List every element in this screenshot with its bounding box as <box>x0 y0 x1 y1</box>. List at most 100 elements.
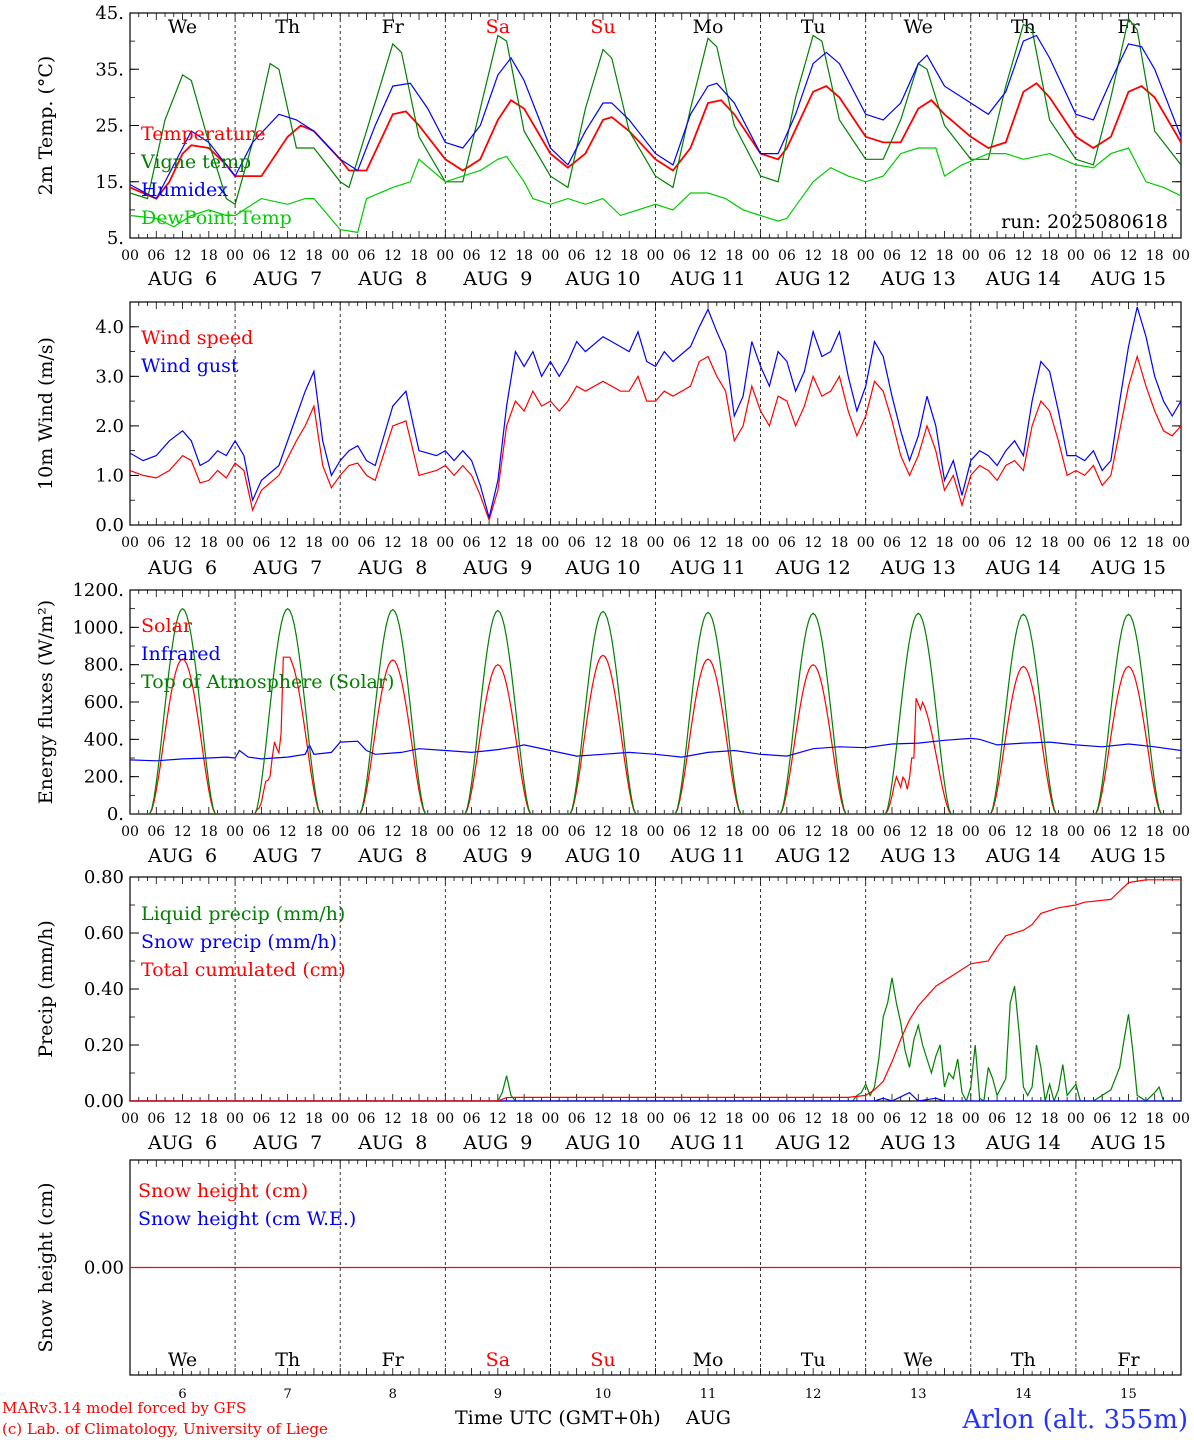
weekday-label: Fr <box>382 16 405 38</box>
weekday-label: Mo <box>693 16 724 38</box>
hour-tick-label: 06 <box>147 535 165 551</box>
hour-tick-label: 18 <box>515 824 533 840</box>
hour-tick-label: 06 <box>673 1111 691 1127</box>
hour-tick-label: 06 <box>252 824 270 840</box>
date-label: AUG 8 <box>357 845 427 867</box>
hour-tick-label: 06 <box>883 1111 901 1127</box>
series-line <box>130 737 1181 762</box>
hour-tick-label: 18 <box>620 535 638 551</box>
date-label: AUG 12 <box>775 268 851 290</box>
legend-entry: Liquid precip (mm/h) <box>141 903 345 925</box>
hour-tick-label: 18 <box>1146 248 1164 264</box>
hour-tick-label: 00 <box>1172 1111 1190 1127</box>
hour-tick-label: 06 <box>778 535 796 551</box>
y-tick-label: 0.00 <box>84 1091 124 1112</box>
y-tick-label: 400. <box>84 729 124 750</box>
date-label: AUG 10 <box>564 557 640 579</box>
hour-tick-label: 18 <box>620 248 638 264</box>
hour-tick-label: 18 <box>936 824 954 840</box>
date-label: AUG 7 <box>252 845 322 867</box>
hour-tick-label: 06 <box>988 1111 1006 1127</box>
date-label: AUG 13 <box>880 268 956 290</box>
hour-tick-label: 12 <box>909 535 927 551</box>
date-label: AUG 9 <box>462 1132 532 1154</box>
legend-entry: DewPoint Temp <box>141 207 292 229</box>
hour-tick-label: 00 <box>226 824 244 840</box>
hour-tick-label: 06 <box>252 535 270 551</box>
hour-tick-label: 06 <box>1093 1111 1111 1127</box>
hour-tick-label: 12 <box>384 824 402 840</box>
hour-tick-label: 00 <box>1172 248 1190 264</box>
hour-tick-label: 06 <box>463 248 481 264</box>
y-tick-label: 3.0 <box>95 366 124 387</box>
hour-tick-label: 00 <box>436 824 454 840</box>
y-tick-label: 0.00 <box>84 1258 124 1279</box>
series-line <box>130 607 1181 814</box>
hour-tick-label: 06 <box>778 824 796 840</box>
hour-tick-label: 18 <box>1146 1111 1164 1127</box>
hour-tick-label: 00 <box>857 248 875 264</box>
date-label: AUG 7 <box>252 1132 322 1154</box>
station-name: Arlon (alt. 355m) <box>961 1405 1188 1435</box>
hour-tick-label: 12 <box>279 1111 297 1127</box>
hour-tick-label: 00 <box>1067 1111 1085 1127</box>
series-line <box>130 306 1181 518</box>
hour-tick-label: 06 <box>1093 535 1111 551</box>
hour-tick-label: 06 <box>147 1111 165 1127</box>
hour-tick-label: 12 <box>489 535 507 551</box>
hour-tick-label: 12 <box>279 535 297 551</box>
hour-tick-label: 06 <box>147 248 165 264</box>
day-number-label: 9 <box>494 1387 502 1402</box>
weekday-label: Th <box>275 16 300 38</box>
hour-tick-label: 06 <box>252 248 270 264</box>
date-label: AUG 9 <box>462 845 532 867</box>
panel-2: 0.0 1.0 2.0 3.0 4.0 10m Wind (m/s) 00 06 12 18 00 0… <box>35 301 1190 579</box>
legend-entry: Wind gust <box>141 355 239 377</box>
hour-tick-label: 18 <box>515 248 533 264</box>
date-label: AUG 11 <box>669 845 745 867</box>
hour-tick-label: 06 <box>147 824 165 840</box>
hour-tick-label: 12 <box>489 824 507 840</box>
hour-tick-label: 00 <box>436 1111 454 1127</box>
hour-tick-label: 12 <box>1014 824 1032 840</box>
series-line <box>130 879 1181 1101</box>
hour-tick-label: 00 <box>962 824 980 840</box>
date-label: AUG 8 <box>357 268 427 290</box>
hour-tick-label: 00 <box>647 248 665 264</box>
date-label: AUG 13 <box>880 1132 956 1154</box>
hour-tick-label: 00 <box>647 535 665 551</box>
weekday-label: We <box>168 16 197 38</box>
hour-tick-label: 00 <box>857 824 875 840</box>
hour-tick-label: 18 <box>1146 535 1164 551</box>
hour-tick-label: 06 <box>358 535 376 551</box>
hour-tick-label: 12 <box>174 248 192 264</box>
hour-tick-label: 18 <box>725 248 743 264</box>
series-line <box>130 654 1181 814</box>
y-tick-label: 35. <box>95 59 124 80</box>
hour-tick-label: 18 <box>831 535 849 551</box>
x-axis-month: AUG <box>685 1407 731 1429</box>
date-label: AUG 15 <box>1090 268 1166 290</box>
date-label: AUG 9 <box>462 268 532 290</box>
series-line <box>130 17 1181 206</box>
y-tick-label: 800. <box>84 655 124 676</box>
credit-line-2: (c) Lab. of Climatology, University of L… <box>2 1420 328 1438</box>
hour-tick-label: 06 <box>463 824 481 840</box>
date-label: AUG 11 <box>669 557 745 579</box>
hour-tick-label: 06 <box>988 824 1006 840</box>
hour-tick-label: 06 <box>568 824 586 840</box>
weekday-label: Su <box>590 1349 615 1371</box>
hour-tick-label: 18 <box>200 824 218 840</box>
y-tick-label: 1200. <box>72 580 124 601</box>
date-label: AUG 8 <box>357 557 427 579</box>
hour-tick-label: 12 <box>1120 1111 1138 1127</box>
hour-tick-label: 06 <box>358 824 376 840</box>
date-label: AUG 10 <box>564 845 640 867</box>
hour-tick-label: 12 <box>174 1111 192 1127</box>
date-label: AUG 6 <box>147 557 217 579</box>
date-label: AUG 6 <box>147 1132 217 1154</box>
date-label: AUG 13 <box>880 845 956 867</box>
hour-tick-label: 18 <box>305 1111 323 1127</box>
hour-tick-label: 18 <box>1041 824 1059 840</box>
hour-tick-label: 12 <box>594 1111 612 1127</box>
